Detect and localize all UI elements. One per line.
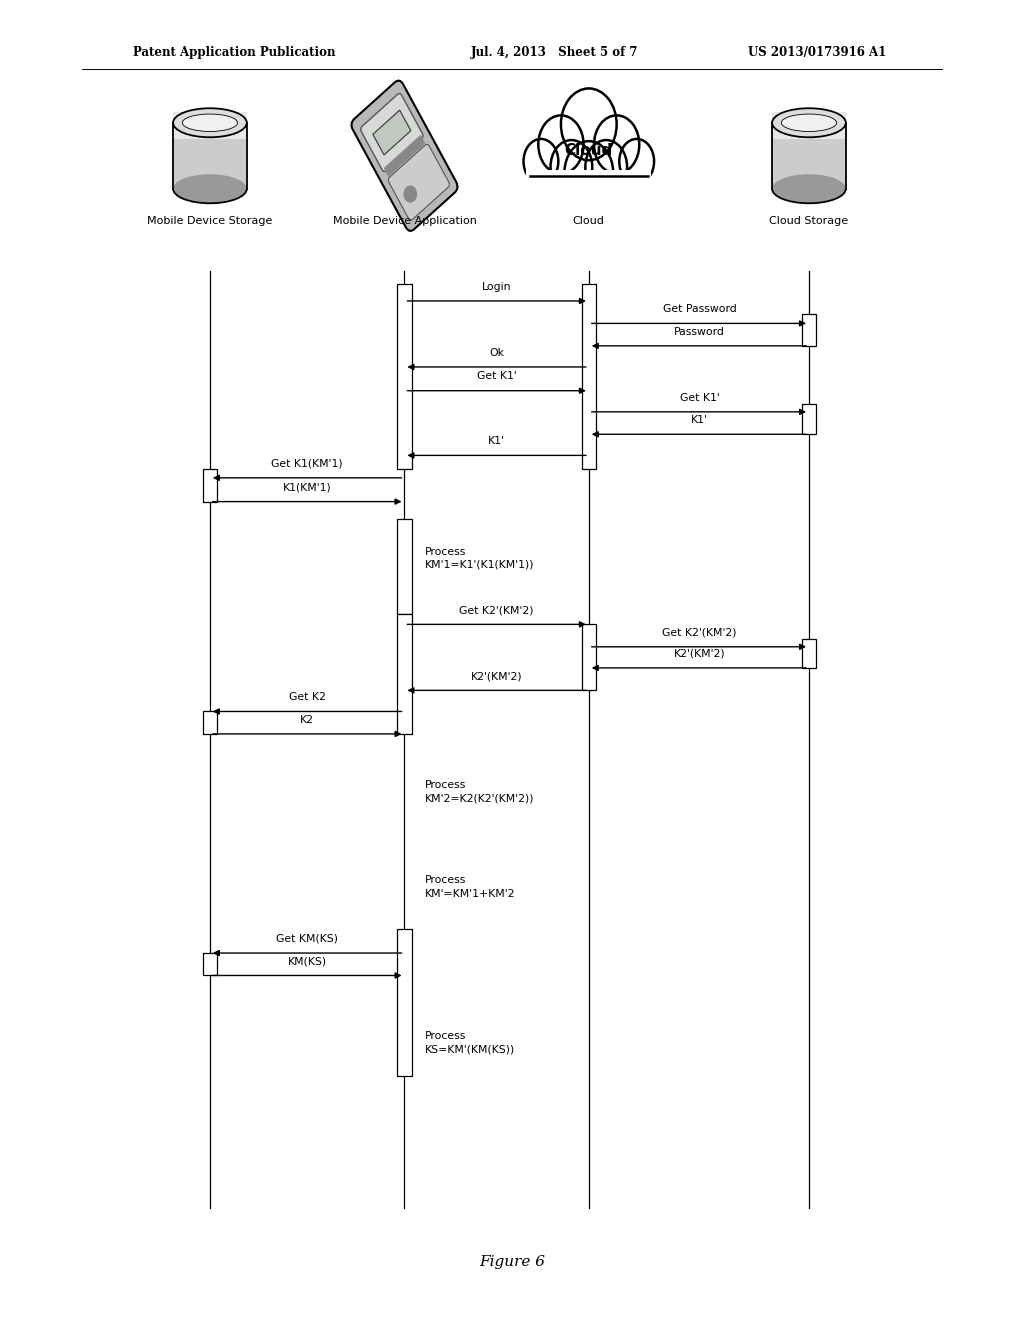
Circle shape (561, 88, 616, 160)
Text: Ok: Ok (489, 347, 504, 358)
Circle shape (586, 140, 627, 194)
Text: Get K1': Get K1' (477, 371, 516, 381)
Bar (802, 404, 816, 434)
Bar (203, 711, 217, 734)
Bar (384, 135, 425, 177)
Text: US 2013/0173916 A1: US 2013/0173916 A1 (748, 46, 886, 59)
Circle shape (620, 139, 654, 183)
FancyBboxPatch shape (351, 81, 458, 231)
Bar (373, 110, 411, 154)
Text: Get K2'(KM'2): Get K2'(KM'2) (663, 627, 736, 638)
Bar (802, 639, 816, 668)
Bar (802, 314, 816, 346)
Text: Cloud Storage: Cloud Storage (769, 216, 849, 227)
Text: K2'(KM'2): K2'(KM'2) (674, 648, 725, 659)
Bar (397, 519, 412, 614)
Circle shape (594, 115, 639, 174)
Text: K2'(KM'2): K2'(KM'2) (471, 671, 522, 681)
Text: Jul. 4, 2013   Sheet 5 of 7: Jul. 4, 2013 Sheet 5 of 7 (471, 46, 639, 59)
Bar (203, 953, 217, 975)
Circle shape (551, 140, 592, 194)
Bar (203, 469, 217, 502)
Ellipse shape (781, 114, 837, 132)
Text: Figure 6: Figure 6 (479, 1255, 545, 1269)
Bar (173, 112, 247, 139)
Text: Password: Password (674, 326, 725, 337)
Text: Login: Login (482, 281, 511, 292)
Bar (528, 161, 649, 218)
Text: K1': K1' (488, 436, 505, 446)
FancyBboxPatch shape (360, 94, 423, 172)
Bar (772, 112, 846, 139)
Ellipse shape (173, 174, 247, 203)
Bar (397, 614, 412, 734)
Bar (173, 123, 247, 189)
Bar (582, 624, 596, 690)
Circle shape (564, 141, 613, 205)
Text: Get K1(KM'1): Get K1(KM'1) (271, 458, 343, 469)
Bar (397, 929, 412, 1076)
Text: KM(KS): KM(KS) (288, 956, 327, 966)
Bar (397, 284, 412, 469)
Ellipse shape (182, 114, 238, 132)
Bar (772, 123, 846, 189)
Text: Get KM(KS): Get KM(KS) (276, 933, 338, 944)
Text: Get K2: Get K2 (289, 692, 326, 702)
Text: Process
KM'2=K2(K2'(KM'2)): Process KM'2=K2(K2'(KM'2)) (425, 780, 535, 804)
Text: Cloud: Cloud (572, 216, 605, 227)
Text: Patent Application Publication: Patent Application Publication (133, 46, 336, 59)
Text: Get K1': Get K1' (680, 392, 719, 403)
FancyBboxPatch shape (388, 144, 450, 220)
Circle shape (523, 139, 558, 183)
Ellipse shape (772, 174, 846, 203)
Bar (526, 170, 651, 228)
Text: K2: K2 (300, 714, 314, 725)
Text: Get Password: Get Password (663, 304, 736, 314)
Text: Mobile Device Storage: Mobile Device Storage (147, 216, 272, 227)
Text: K1(KM'1): K1(KM'1) (283, 482, 332, 492)
Text: Process
KM'1=K1'(K1(KM'1)): Process KM'1=K1'(K1(KM'1)) (425, 546, 535, 570)
Text: K1': K1' (691, 414, 708, 425)
Bar (582, 284, 596, 469)
Text: Mobile Device Application: Mobile Device Application (333, 216, 476, 227)
Text: Get K2'(KM'2): Get K2'(KM'2) (460, 605, 534, 615)
Circle shape (404, 186, 417, 202)
Text: Cloud: Cloud (564, 143, 613, 157)
Circle shape (539, 115, 584, 174)
Text: Process
KM'=KM'1+KM'2: Process KM'=KM'1+KM'2 (425, 875, 515, 899)
Ellipse shape (173, 108, 247, 137)
Ellipse shape (772, 108, 846, 137)
Text: Process
KS=KM'(KM(KS)): Process KS=KM'(KM(KS)) (425, 1031, 515, 1055)
